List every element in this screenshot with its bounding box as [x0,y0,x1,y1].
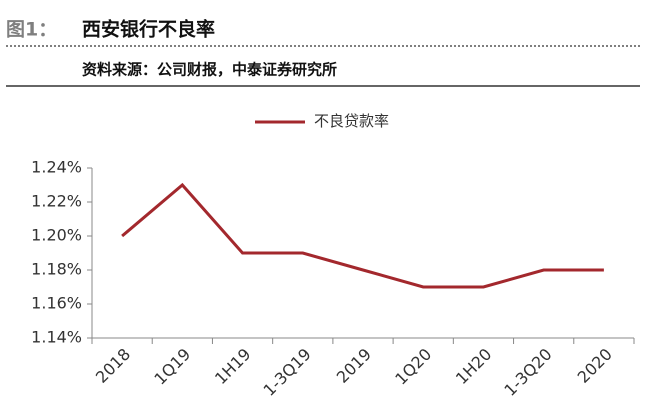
x-tick-label: 2020 [574,345,616,387]
line [121,182,604,289]
x-tick-label: 1-3Q19 [260,345,315,400]
x-tick-label: 1H19 [211,345,255,389]
y-tick-label: 1.22% [31,192,82,211]
figure-label: 图1： [6,19,57,41]
x-tick-label: 1H20 [452,345,496,389]
y-tick-label: 1.18% [31,260,82,279]
x-tick-label: 2019 [333,345,375,387]
x-tick-label: 1-3Q20 [500,345,555,400]
x-tick-label: 2018 [92,345,134,387]
source: 资料来源：公司财报，中泰证券研究所 [82,61,337,79]
legend-label: 不良贷款率 [314,112,389,130]
chart-title: 西安银行不良率 [82,18,215,41]
y-tick-label: 1.20% [31,226,82,245]
y-tick-label: 1.16% [31,294,82,313]
y-tick-label: 1.14% [31,328,82,347]
y-tick-label: 1.24% [31,158,82,177]
x-tick-label: 1Q20 [391,345,435,389]
x-tick-label: 1Q19 [150,345,194,389]
